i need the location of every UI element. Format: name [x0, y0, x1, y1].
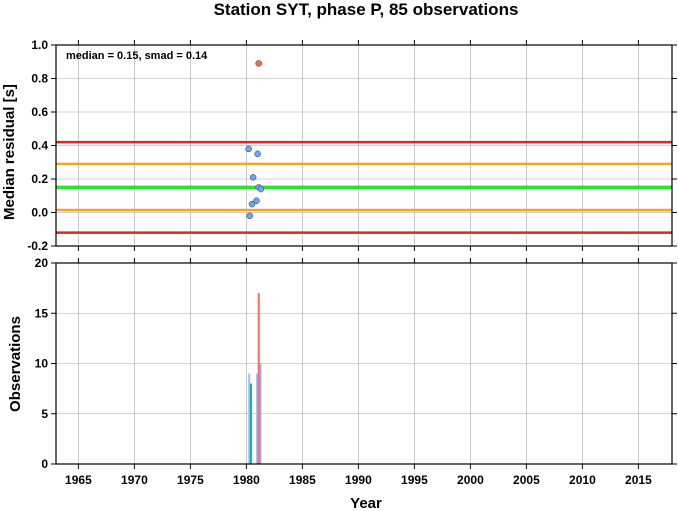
data-point: [253, 197, 260, 205]
x-tick-label: 1985: [289, 473, 316, 487]
data-point: [248, 200, 256, 208]
observation-bar: [249, 383, 252, 464]
y-tick-label: 0: [41, 457, 48, 471]
y-tick-label: 0.4: [31, 139, 48, 153]
x-tick-label: 1995: [401, 473, 428, 487]
residual-panel: 1.0 0.8 0.6 0.4 0.2 0.0 -0.2 median = 0.15, sm…: [1, 38, 677, 253]
x-tick-label: 2005: [513, 473, 540, 487]
observation-bar: [257, 293, 260, 464]
residual-points: [245, 60, 265, 220]
x-tick-label: 1970: [121, 473, 148, 487]
data-point: [255, 60, 262, 67]
x-tick-label: 1980: [233, 473, 260, 487]
reference-lines: [56, 140, 672, 234]
x-tick-label: 1975: [177, 473, 204, 487]
y-tick-label: 20: [35, 256, 49, 270]
data-point: [249, 174, 257, 181]
residual-y-ticks: 1.0 0.8 0.6 0.4 0.2 0.0 -0.2: [27, 38, 677, 253]
residual-grid: [56, 44, 672, 247]
observation-bar: [259, 363, 262, 464]
observation-bar: [248, 373, 251, 464]
data-point: [246, 212, 254, 220]
observations-y-axis-label: Observations: [7, 316, 24, 412]
y-tick-label: 0.2: [31, 172, 48, 186]
residual-y-axis-label: Median residual [s]: [1, 84, 18, 220]
x-tick-label: 2000: [457, 473, 484, 487]
x-tick-label: 1990: [345, 473, 372, 487]
y-tick-label: 15: [35, 306, 49, 320]
y-tick-label: -0.2: [27, 239, 48, 253]
median-smad-annotation: median = 0.15, smad = 0.14: [66, 50, 208, 62]
observations-grid: [56, 262, 672, 465]
data-point: [257, 185, 265, 193]
x-tick-label: 2015: [625, 473, 652, 487]
y-tick-label: 1.0: [31, 38, 48, 52]
y-tick-label: 0.6: [31, 105, 48, 119]
year-x-axis-label: Year: [350, 495, 382, 511]
data-point: [245, 145, 252, 153]
year-x-ticks: 1965 1970 1975 1980 1985 1990 1995 2000 2005 2010…: [65, 258, 652, 487]
x-tick-label: 1965: [65, 473, 92, 487]
chart-title: Station SYT, phase P, 85 observations: [214, 0, 519, 19]
y-tick-label: 10: [35, 357, 49, 371]
observations-y-ticks: 20 15 10 5 0: [35, 256, 677, 471]
y-tick-label: 5: [41, 407, 48, 421]
x-tick-label: 2010: [569, 473, 596, 487]
y-tick-label: 0.0: [31, 206, 48, 220]
y-tick-label: 0.8: [31, 72, 48, 86]
observation-bars: [248, 293, 262, 464]
observation-bar: [256, 373, 259, 464]
data-point: [254, 150, 261, 158]
